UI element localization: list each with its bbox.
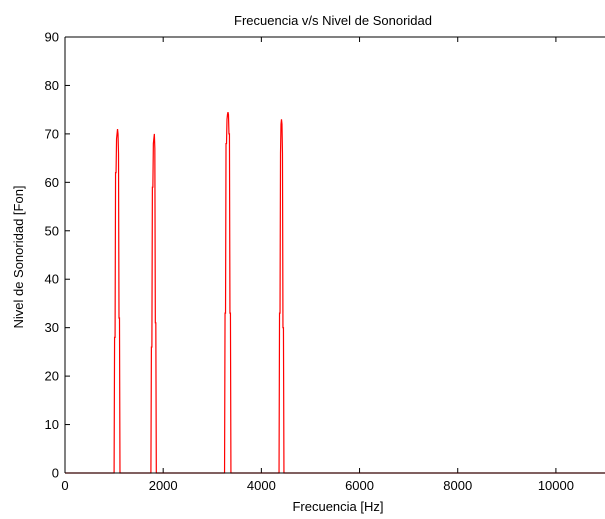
y-tick-label: 80 xyxy=(45,78,59,93)
plot-area xyxy=(65,37,605,473)
x-tick-label: 2000 xyxy=(149,478,178,493)
y-axis-title: Nivel de Sonoridad [Fon] xyxy=(11,185,26,328)
y-tick-label: 40 xyxy=(45,272,59,287)
y-tick-label: 10 xyxy=(45,417,59,432)
y-tick-label: 0 xyxy=(52,466,59,481)
x-tick-label: 6000 xyxy=(345,478,374,493)
y-tick-label: 50 xyxy=(45,223,59,238)
x-tick-label: 8000 xyxy=(443,478,472,493)
x-tick-label: 10000 xyxy=(538,478,574,493)
chart-title: Frecuencia v/s Nivel de Sonoridad xyxy=(234,13,432,28)
x-axis-title: Frecuencia [Hz] xyxy=(292,499,383,514)
x-tick-label: 0 xyxy=(61,478,68,493)
y-tick-label: 90 xyxy=(45,30,59,45)
y-tick-label: 60 xyxy=(45,175,59,190)
y-tick-label: 70 xyxy=(45,126,59,141)
y-tick-label: 30 xyxy=(45,320,59,335)
y-tick-label: 20 xyxy=(45,369,59,384)
x-tick-label: 4000 xyxy=(247,478,276,493)
x-axis: 0 2000 4000 6000 8000 10000 xyxy=(61,37,574,493)
